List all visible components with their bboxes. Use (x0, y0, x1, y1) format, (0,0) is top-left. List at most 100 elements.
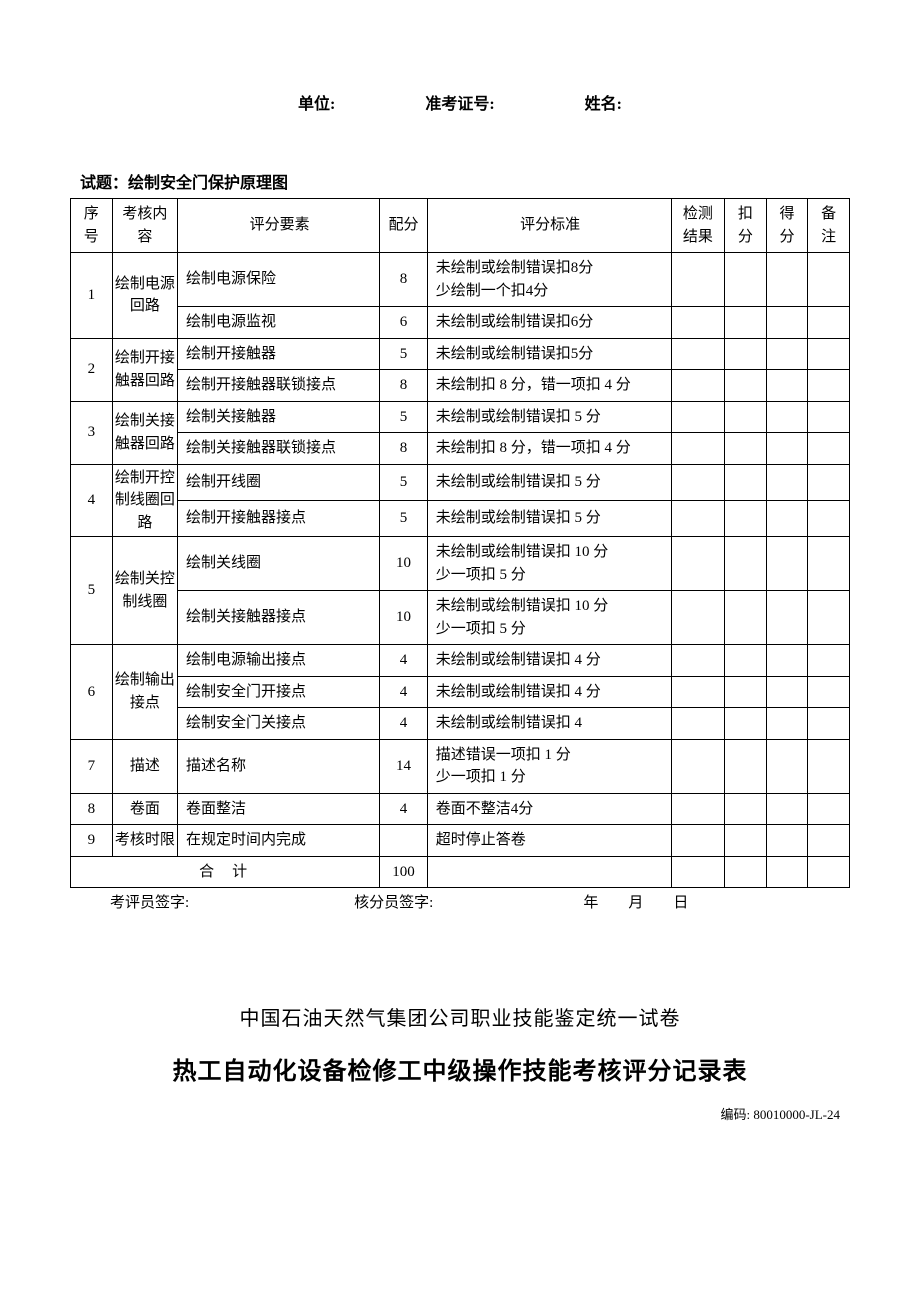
footer-code: 编码: 80010000-JL-24 (70, 1104, 850, 1123)
header-fields: 单位: 准考证号: 姓名: (70, 90, 850, 114)
cell-standard: 未绘制或绘制错误扣 4 (427, 708, 671, 740)
cell-score: 10 (380, 591, 428, 645)
cell-blank (766, 825, 808, 857)
cell-element: 绘制关接触器接点 (178, 591, 380, 645)
cell-category: 考核时限 (112, 825, 177, 857)
col-seq: 序号 (71, 199, 113, 253)
cell-blank (808, 338, 850, 370)
cell-blank (766, 401, 808, 433)
cell-blank (808, 825, 850, 857)
cell-seq: 4 (71, 464, 113, 537)
cell-blank (766, 500, 808, 536)
cell-standard: 未绘制或绘制错误扣 5 分 (427, 500, 671, 536)
cell-blank (766, 338, 808, 370)
col-element: 评分要素 (178, 199, 380, 253)
table-row: 绘制关接触器接点10未绘制或绘制错误扣 10 分少一项扣 5 分 (71, 591, 850, 645)
cell-blank (808, 253, 850, 307)
cell-blank (671, 591, 725, 645)
cell-blank (766, 739, 808, 793)
cell-standard: 超时停止答卷 (427, 825, 671, 857)
cell-score: 4 (380, 708, 428, 740)
cell-blank (808, 591, 850, 645)
cell-blank (671, 825, 725, 857)
col-score: 配分 (380, 199, 428, 253)
cell-blank (808, 500, 850, 536)
cell-blank (671, 676, 725, 708)
cell-blank (427, 856, 671, 888)
cell-blank (808, 401, 850, 433)
cell-category: 绘制开接触器回路 (112, 338, 177, 401)
cell-standard: 未绘制或绘制错误扣 4 分 (427, 676, 671, 708)
cell-blank (766, 253, 808, 307)
question-title: 试题：绘制安全门保护原理图 (70, 169, 850, 193)
cell-category: 卷面 (112, 793, 177, 825)
cell-score (380, 825, 428, 857)
cell-element: 在规定时间内完成 (178, 825, 380, 857)
table-row: 5绘制关控制线圈绘制关线圈10未绘制或绘制错误扣 10 分少一项扣 5 分 (71, 537, 850, 591)
total-score: 100 (380, 856, 428, 888)
cell-element: 绘制关线圈 (178, 537, 380, 591)
cell-blank (808, 708, 850, 740)
cell-score: 14 (380, 739, 428, 793)
cell-element: 绘制安全门开接点 (178, 676, 380, 708)
cell-element: 绘制关接触器 (178, 401, 380, 433)
cell-score: 5 (380, 500, 428, 536)
table-row: 6绘制输出接点绘制电源输出接点4未绘制或绘制错误扣 4 分 (71, 645, 850, 677)
cell-blank (671, 537, 725, 591)
cell-blank (808, 676, 850, 708)
cell-category: 绘制电源回路 (112, 253, 177, 339)
cell-blank (808, 793, 850, 825)
cell-score: 4 (380, 645, 428, 677)
cell-blank (766, 591, 808, 645)
cell-standard: 未绘制扣 8 分，错一项扣 4 分 (427, 433, 671, 465)
cell-standard: 未绘制或绘制错误扣 10 分少一项扣 5 分 (427, 537, 671, 591)
table-row: 7描述描述名称14描述错误一项扣 1 分少一项扣 1 分 (71, 739, 850, 793)
cell-blank (808, 739, 850, 793)
cell-blank (766, 676, 808, 708)
cell-blank (671, 739, 725, 793)
unit-label: 单位: (298, 90, 335, 114)
cell-category: 绘制关控制线圈 (112, 537, 177, 645)
cell-blank (725, 645, 767, 677)
cell-standard: 未绘制或绘制错误扣5分 (427, 338, 671, 370)
cell-blank (671, 793, 725, 825)
cell-standard: 未绘制或绘制错误扣 4 分 (427, 645, 671, 677)
footer-code-label: 编码: (720, 1107, 750, 1122)
table-row: 绘制开接触器接点5未绘制或绘制错误扣 5 分 (71, 500, 850, 536)
cell-blank (725, 793, 767, 825)
total-row: 合计100 (71, 856, 850, 888)
footer-code-value: 80010000-JL-24 (753, 1107, 840, 1122)
cell-blank (671, 307, 725, 339)
footer-section: 中国石油天然气集团公司职业技能鉴定统一试卷 热工自动化设备检修工中级操作技能考核… (70, 1002, 850, 1086)
footer-title: 热工自动化设备检修工中级操作技能考核评分记录表 (70, 1051, 850, 1086)
cell-seq: 1 (71, 253, 113, 339)
cell-element: 绘制电源保险 (178, 253, 380, 307)
cell-element: 绘制安全门关接点 (178, 708, 380, 740)
cell-blank (725, 591, 767, 645)
cell-blank (671, 464, 725, 500)
cell-blank (671, 500, 725, 536)
cell-category: 绘制输出接点 (112, 645, 177, 740)
cell-blank (808, 464, 850, 500)
cell-blank (766, 793, 808, 825)
cell-element: 绘制电源输出接点 (178, 645, 380, 677)
cell-blank (725, 433, 767, 465)
date-label: 年 月 日 (583, 891, 688, 912)
cell-blank (808, 537, 850, 591)
signatures-row: 考评员签字: 核分员签字: 年 月 日 (70, 891, 850, 912)
cell-seq: 2 (71, 338, 113, 401)
cell-blank (766, 370, 808, 402)
cell-element: 绘制电源监视 (178, 307, 380, 339)
cell-element: 绘制开线圈 (178, 464, 380, 500)
cell-element: 绘制开接触器联锁接点 (178, 370, 380, 402)
cell-score: 5 (380, 464, 428, 500)
col-standard: 评分标准 (427, 199, 671, 253)
cell-blank (725, 401, 767, 433)
cell-standard: 未绘制或绘制错误扣 5 分 (427, 464, 671, 500)
cell-element: 绘制开接触器 (178, 338, 380, 370)
cell-blank (808, 645, 850, 677)
cell-blank (766, 464, 808, 500)
cell-blank (671, 370, 725, 402)
table-header-row: 序号 考核内容 评分要素 配分 评分标准 检测结果 扣分 得分 备注 (71, 199, 850, 253)
table-row: 9考核时限在规定时间内完成超时停止答卷 (71, 825, 850, 857)
